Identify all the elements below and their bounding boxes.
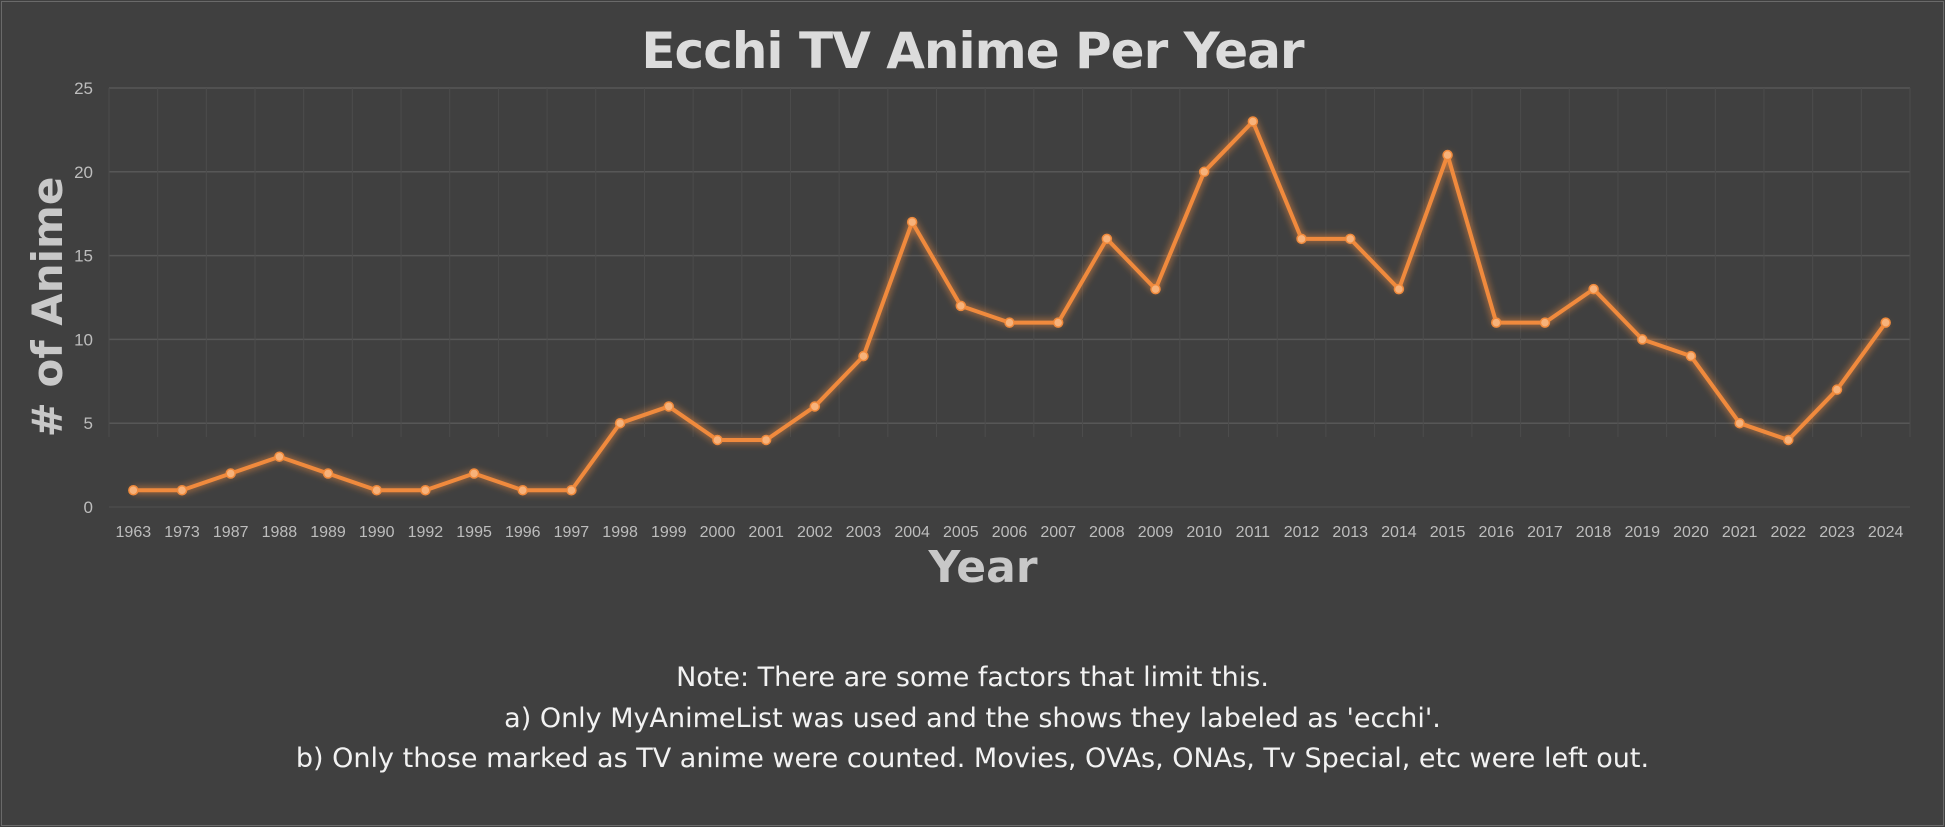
series-line <box>133 119 1888 493</box>
x-tick-label: 2016 <box>1478 524 1514 541</box>
data-point <box>906 216 918 228</box>
data-point <box>1442 149 1453 161</box>
x-tick-label: 1973 <box>164 524 200 541</box>
data-point <box>1101 233 1113 245</box>
x-tick-label: 2003 <box>846 524 882 541</box>
data-point <box>1831 384 1843 395</box>
data-point <box>371 484 382 496</box>
x-tick-label: 2013 <box>1332 524 1368 541</box>
x-tick-label: 1990 <box>359 524 395 541</box>
data-point <box>1685 350 1697 362</box>
data-point <box>128 484 139 496</box>
data-point <box>1150 283 1161 295</box>
x-tick-label: 1992 <box>408 524 444 541</box>
y-tick-label: 0 <box>84 498 93 517</box>
data-point <box>225 468 236 479</box>
x-tick-label: 2005 <box>943 524 979 541</box>
x-tick-label: 2012 <box>1284 524 1320 541</box>
data-point <box>1637 334 1648 345</box>
data-point <box>566 484 577 496</box>
data-point <box>760 434 772 446</box>
note-line: Note: There are some factors that limit … <box>676 662 1269 693</box>
y-tick-label: 25 <box>74 79 93 98</box>
data-point <box>1296 233 1307 245</box>
data-point <box>1004 317 1015 328</box>
x-tick-label: 2023 <box>1819 524 1855 541</box>
data-point <box>1344 233 1356 245</box>
x-tick-label: 1987 <box>213 524 249 541</box>
x-tick-label: 2009 <box>1138 524 1174 541</box>
x-tick-label: 2002 <box>797 524 833 541</box>
x-tick-label: 2000 <box>700 524 736 541</box>
data-point <box>322 468 334 479</box>
data-point <box>1880 317 1891 328</box>
y-tick-label: 5 <box>84 414 93 433</box>
x-tick-label: 2024 <box>1868 524 1904 541</box>
data-point <box>712 434 723 446</box>
x-tick-label: 1963 <box>116 524 152 541</box>
x-tick-label: 1998 <box>602 524 638 541</box>
data-point <box>1393 283 1405 295</box>
x-tick-label: 2010 <box>1186 524 1222 541</box>
data-point <box>809 401 821 412</box>
data-point <box>614 417 626 429</box>
x-tick-label: 2004 <box>894 524 930 541</box>
x-tick-label: 1988 <box>262 524 298 541</box>
x-axis-label: Year <box>927 542 1037 593</box>
x-tick-label: 2021 <box>1722 524 1758 541</box>
x-tick-label: 2008 <box>1089 524 1125 541</box>
x-tick-label: 2001 <box>748 524 784 541</box>
data-point <box>420 484 431 496</box>
x-tick-label: 2022 <box>1771 524 1807 541</box>
data-point <box>1588 283 1599 295</box>
data-point <box>274 451 285 462</box>
data-point <box>955 300 967 312</box>
data-point <box>1198 166 1210 178</box>
data-point <box>1052 317 1064 328</box>
x-tick-label: 2011 <box>1236 524 1271 541</box>
y-tick-label: 10 <box>74 330 93 349</box>
x-tick-label: 1995 <box>456 524 492 541</box>
x-tick-label: 1996 <box>505 524 541 541</box>
x-tick-label: 2006 <box>992 524 1028 541</box>
note-line: a) Only MyAnimeList was used and the sho… <box>504 702 1441 734</box>
x-tick-label: 2017 <box>1527 524 1563 541</box>
data-point <box>517 484 528 496</box>
data-point <box>468 468 480 479</box>
x-tick-label: 1999 <box>651 524 687 541</box>
data-point <box>1491 317 1502 328</box>
y-axis-label: # of Anime <box>23 177 72 438</box>
x-tick-label: 2018 <box>1576 524 1612 541</box>
chart-title: Ecchi TV Anime Per Year <box>641 22 1304 80</box>
x-tick-label: 2007 <box>1040 524 1076 541</box>
y-tick-label: 20 <box>74 163 93 182</box>
y-tick-label: 15 <box>74 247 93 266</box>
data-point <box>1539 317 1551 328</box>
notes: Note: There are some factors that limit … <box>0 658 1945 780</box>
data-point <box>1734 417 1745 429</box>
data-point <box>858 350 869 362</box>
note-line: b) Only those marked as TV anime were co… <box>295 743 1650 774</box>
x-tick-label: 2020 <box>1673 524 1709 541</box>
data-point <box>663 401 675 412</box>
x-tick-label: 1989 <box>310 524 346 541</box>
x-tick-label: 2015 <box>1430 524 1466 541</box>
data-point <box>1783 434 1794 446</box>
x-tick-label: 2019 <box>1624 524 1660 541</box>
data-point <box>1247 116 1259 127</box>
x-tick-label: 1997 <box>554 524 590 541</box>
data-point <box>176 484 188 496</box>
x-tick-label: 2014 <box>1381 524 1417 541</box>
